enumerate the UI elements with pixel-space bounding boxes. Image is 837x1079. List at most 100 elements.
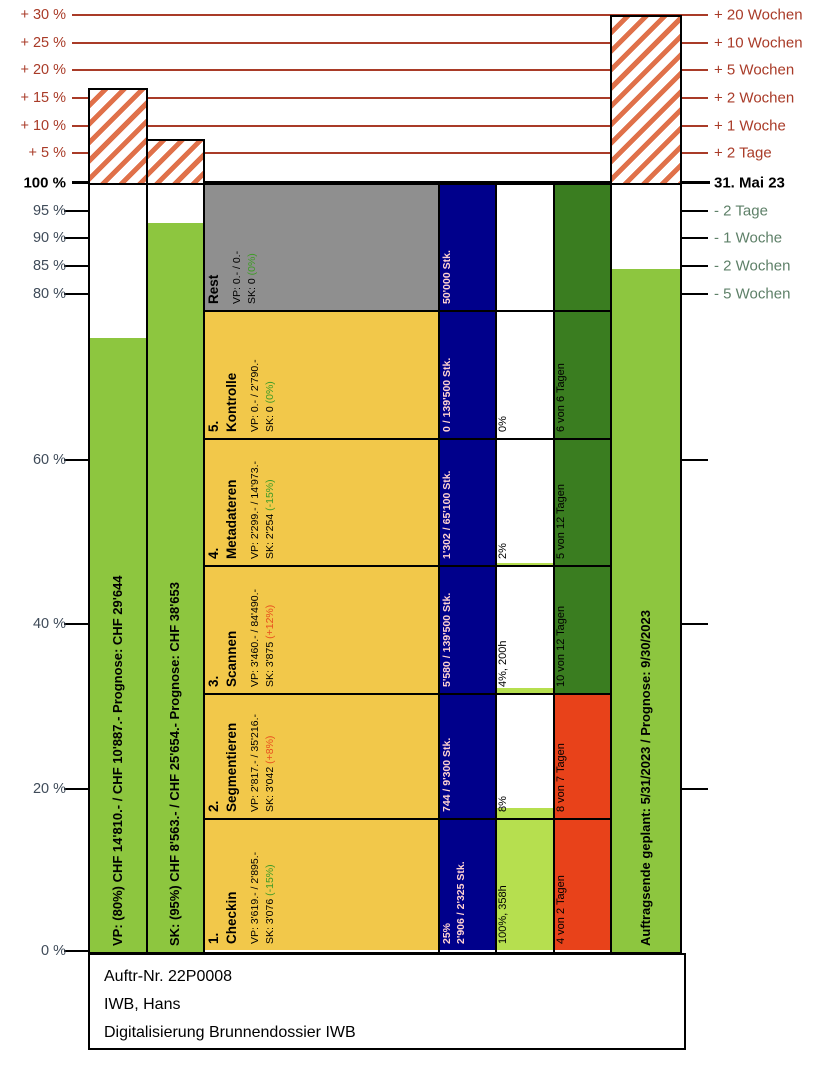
days-segment-metadateren: 5 von 12 Tagen (555, 440, 610, 567)
axis-left-plus15: + 15 % (20, 90, 66, 106)
vp-cost-bar: VP: (80%) CHF 14'810.- / CHF 10'887.- Pr… (88, 183, 148, 954)
phase-column: Rest VP: 0.- / 0.- SK: 0 (0%) 5. Kontrol… (203, 183, 440, 954)
phase-sk-line: SK: 2'254 (-15%) (263, 479, 276, 559)
axis-left-plus30: + 30 % (20, 7, 66, 23)
days-label: 8 von 7 Tagen (555, 743, 567, 812)
axis-left-95: 95 % (32, 203, 66, 219)
phase-name: Metadateren (223, 479, 239, 559)
axis-left-plus10: + 10 % (20, 118, 66, 134)
phase-segment-scannen: 3. Scannen VP: 3'460.- / 84'490.- SK: 3'… (205, 567, 438, 695)
axis-right-minus2w: - 2 Wochen (714, 257, 791, 275)
order-info-box: Auftr-Nr. 22P0008 IWB, Hans Digitalisier… (88, 953, 686, 1050)
phase-delta: (-15%) (263, 864, 276, 896)
sk-overrun-hatch (146, 139, 205, 185)
phase-sk-line: SK: 0 (0%) (246, 253, 258, 304)
percent-fill (497, 687, 553, 693)
percent-label: 8% (497, 796, 509, 812)
axis-left-90: 90 % (32, 230, 66, 246)
days-label: 6 von 6 Tagen (555, 363, 567, 432)
axis-left-40: 40 % (32, 616, 66, 632)
phase-sk-line: SK: 3'875 (+12%) (263, 604, 276, 687)
phase-delta: (+12%) (263, 604, 276, 639)
pieces-segment-rest: 50'000 Stk. (440, 185, 495, 312)
percent-fill (497, 808, 553, 818)
schedule-fill (612, 269, 680, 952)
axis-left-20: 20 % (32, 781, 66, 797)
phase-segment-rest: Rest VP: 0.- / 0.- SK: 0 (0%) (205, 185, 438, 312)
pieces-segment-checkin: 25% 2'906 / 2'325 Stk. (440, 820, 495, 950)
schedule-bar-label: Auftragsende geplant: 5/31/2023 / Progno… (637, 610, 653, 946)
phase-number: 1. (206, 932, 221, 944)
sk-fill (148, 223, 203, 952)
days-column: 6 von 6 Tagen 5 von 12 Tagen 10 von 12 T… (553, 183, 612, 954)
pieces-count: 50'000 Stk. (441, 250, 453, 304)
percent-fill (497, 820, 553, 950)
gridline (72, 69, 702, 71)
schedule-bar: Auftragsende geplant: 5/31/2023 / Progno… (610, 183, 682, 954)
axis-tick (64, 293, 88, 295)
phase-name: Segmentieren (223, 722, 239, 812)
pieces-segment-scannen: 5'580 / 139'500 Stk. (440, 567, 495, 695)
axis-tick (64, 950, 88, 952)
vp-fill (90, 338, 146, 952)
phase-number: 5. (206, 420, 221, 432)
days-label: 5 von 12 Tagen (555, 483, 567, 559)
phase-sk-line: SK: 3'076 (-15%) (263, 864, 276, 944)
axis-tick (682, 152, 708, 154)
axis-tick (682, 125, 708, 127)
axis-right-minus2t: - 2 Tage (714, 202, 768, 220)
percent-label: 2% (497, 543, 509, 559)
project-title: Digitalisierung Brunnendossier IWB (104, 1024, 356, 1041)
axis-tick (64, 623, 88, 625)
percent-label: 100%, 358h (497, 885, 509, 944)
axis-tick (64, 237, 88, 239)
phase-number: 3. (206, 675, 221, 687)
axis-tick (682, 69, 708, 71)
phase-delta: (0%) (263, 381, 276, 404)
axis-left-60: 60 % (32, 452, 66, 468)
phase-name: Rest (206, 274, 221, 304)
axis-tick (64, 265, 88, 267)
phase-vp-line: VP: 3'460.- / 84'490.- (248, 589, 261, 687)
days-segment-checkin: 4 von 2 Tagen (555, 820, 610, 950)
percent-segment-checkin: 100%, 358h (497, 820, 553, 950)
axis-left-0: 0 % (41, 943, 66, 959)
axis-tick (64, 459, 88, 461)
pieces-segment-kontrolle: 0 / 139'500 Stk. (440, 312, 495, 440)
phase-name: Scannen (223, 630, 239, 687)
pieces-count: 2'906 / 2'325 Stk. (455, 861, 468, 944)
percent-segment-kontrolle: 0% (497, 312, 553, 440)
pieces-segment-metadateren: 1'302 / 65'100 Stk. (440, 440, 495, 567)
percent-segment-segmentieren: 8% (497, 695, 553, 820)
phase-segment-checkin: 1. Checkin VP: 3'619.- / 2'895.- SK: 3'0… (205, 820, 438, 950)
axis-right-plus20w: + 20 Wochen (714, 6, 803, 24)
customer-name: IWB, Hans (104, 996, 181, 1013)
pieces-count: 744 / 9'300 Stk. (441, 737, 453, 812)
phase-sk-line: SK: 0 (0%) (263, 381, 276, 432)
phase-vp-line: VP: 3'619.- / 2'895.- (248, 851, 261, 944)
axis-right-plus5w: + 5 Wochen (714, 61, 795, 79)
days-segment-rest (555, 185, 610, 312)
gridline (72, 97, 702, 99)
axis-tick (682, 237, 708, 239)
schedule-overrun-hatch (610, 15, 682, 185)
phase-vp-line: VP: 0.- / 2'790.- (248, 359, 261, 432)
pieces-count: 0 / 139'500 Stk. (441, 357, 453, 432)
gridline (72, 125, 702, 127)
phase-number: 4. (206, 547, 221, 559)
gridline (72, 152, 702, 154)
axis-left-85: 85 % (32, 258, 66, 274)
axis-right-plus1w: + 1 Woche (714, 117, 786, 135)
pieces-count: 5'580 / 139'500 Stk. (441, 592, 453, 687)
phase-name: Kontrolle (223, 372, 239, 432)
percent-label: 0% (497, 416, 509, 432)
phase-delta: (-15%) (263, 479, 276, 511)
axis-tick (682, 210, 708, 212)
phase-segment-kontrolle: 5. Kontrolle VP: 0.- / 2'790.- SK: 0 (0%… (205, 312, 438, 440)
phase-number: 2. (206, 800, 221, 812)
axis-left-80: 80 % (32, 286, 66, 302)
order-number: Auftr-Nr. 22P0008 (104, 968, 233, 985)
axis-left-plus20: + 20 % (20, 62, 66, 78)
gridline (72, 42, 702, 44)
